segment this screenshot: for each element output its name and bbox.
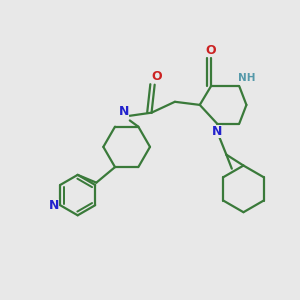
Text: N: N: [49, 199, 59, 212]
Text: O: O: [206, 44, 216, 57]
Text: O: O: [152, 70, 163, 83]
Text: NH: NH: [238, 74, 256, 83]
Text: N: N: [212, 125, 222, 138]
Text: N: N: [119, 105, 129, 118]
